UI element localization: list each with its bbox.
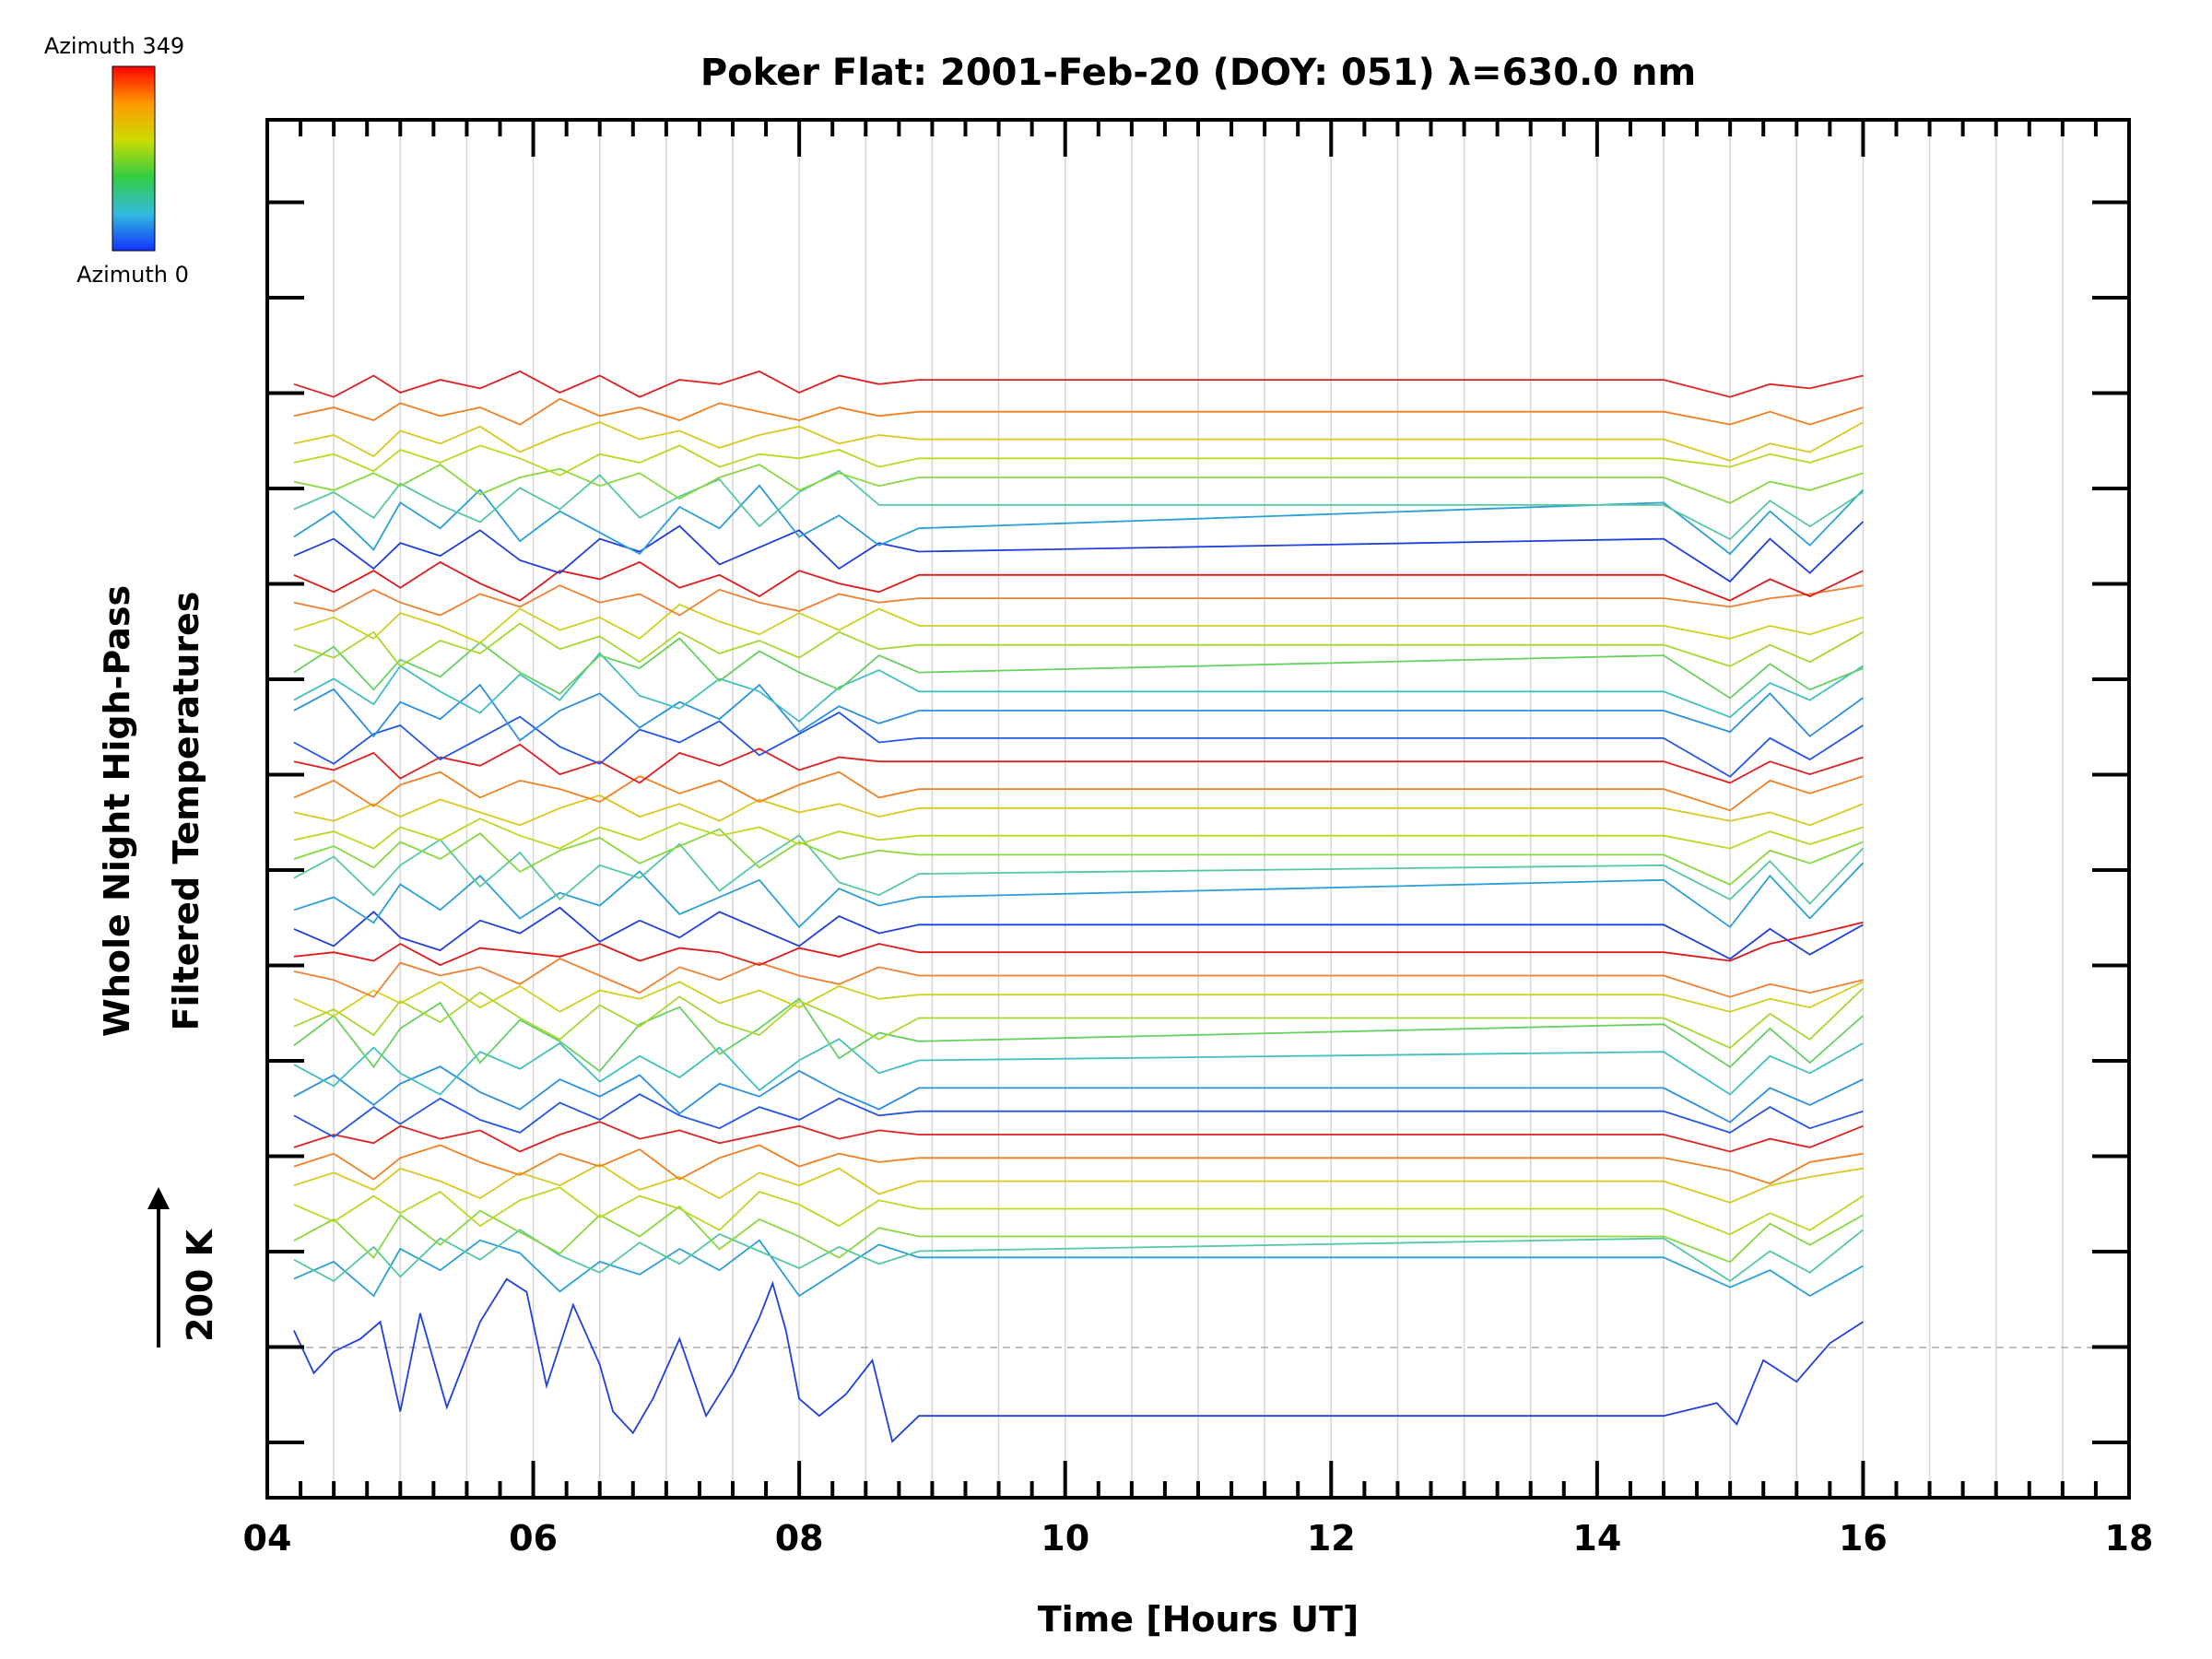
series-line (293, 794, 1864, 827)
x-tick-label: 06 (509, 1518, 558, 1559)
axis-ticks (265, 120, 2131, 1498)
series-line (293, 862, 1865, 929)
series-line (293, 603, 1864, 644)
series-line (293, 683, 1864, 742)
x-tick-label: 18 (2105, 1518, 2154, 1559)
scale-arrow (147, 1187, 170, 1347)
series-line (293, 771, 1864, 812)
x-tick-label: 08 (775, 1518, 824, 1559)
series-line (293, 652, 1864, 723)
x-tick-labels: 04 06 08 10 12 14 16 18 (243, 1518, 2154, 1559)
series-line (293, 828, 1864, 886)
series-line (293, 1239, 1864, 1298)
series-line (293, 421, 1864, 462)
x-tick-label: 14 (1572, 1518, 1621, 1559)
series-line (293, 1229, 1864, 1282)
series-line (293, 370, 1864, 398)
chart-title: Poker Flat: 2001-Feb-20 (DOY: 051) λ=630… (700, 52, 1696, 94)
series-line (293, 622, 1864, 668)
y-axis-label-line1: Whole Night High-Pass (97, 585, 137, 1037)
series-line (293, 712, 1864, 778)
series-line (293, 1121, 1864, 1153)
series-line (293, 484, 1865, 556)
series-line (293, 1205, 1864, 1264)
series-line (293, 1277, 1864, 1443)
y-axis-label-line2: Filtered Temperatures (166, 592, 206, 1031)
x-tick-label: 16 (1839, 1518, 1888, 1559)
series-line (293, 906, 1864, 960)
series-line (293, 444, 1864, 477)
x-tick-label: 12 (1307, 1518, 1356, 1559)
colorbar (112, 65, 156, 252)
series-line (293, 464, 1864, 504)
series-line (293, 521, 1865, 583)
colorbar-top-label: Azimuth 349 (44, 33, 184, 59)
series-line (293, 560, 1864, 602)
series-line (293, 584, 1864, 617)
x-tick-label: 10 (1041, 1518, 1089, 1559)
series-lines (293, 370, 1865, 1443)
series-line (293, 997, 1864, 1073)
series-line (293, 1038, 1864, 1096)
series-line (293, 743, 1864, 784)
series-line (293, 469, 1864, 541)
x-axis-label: Time [Hours UT] (1038, 1599, 1359, 1640)
series-line (293, 921, 1864, 967)
series-line (293, 1144, 1864, 1185)
series-line (293, 1186, 1864, 1236)
scale-label: 200 K (180, 1228, 220, 1342)
series-line (293, 1163, 1864, 1204)
series-line (293, 981, 1864, 1018)
colorbar-bottom-label: Azimuth 0 (76, 262, 189, 288)
series-line (293, 637, 1864, 700)
x-tick-label: 04 (243, 1518, 292, 1559)
series-line (293, 1093, 1864, 1138)
series-line (293, 397, 1864, 426)
series-line (293, 987, 1865, 1049)
series-line (293, 957, 1864, 998)
series-line (293, 818, 1864, 850)
series-line (293, 1065, 1864, 1124)
series-line (293, 834, 1865, 905)
